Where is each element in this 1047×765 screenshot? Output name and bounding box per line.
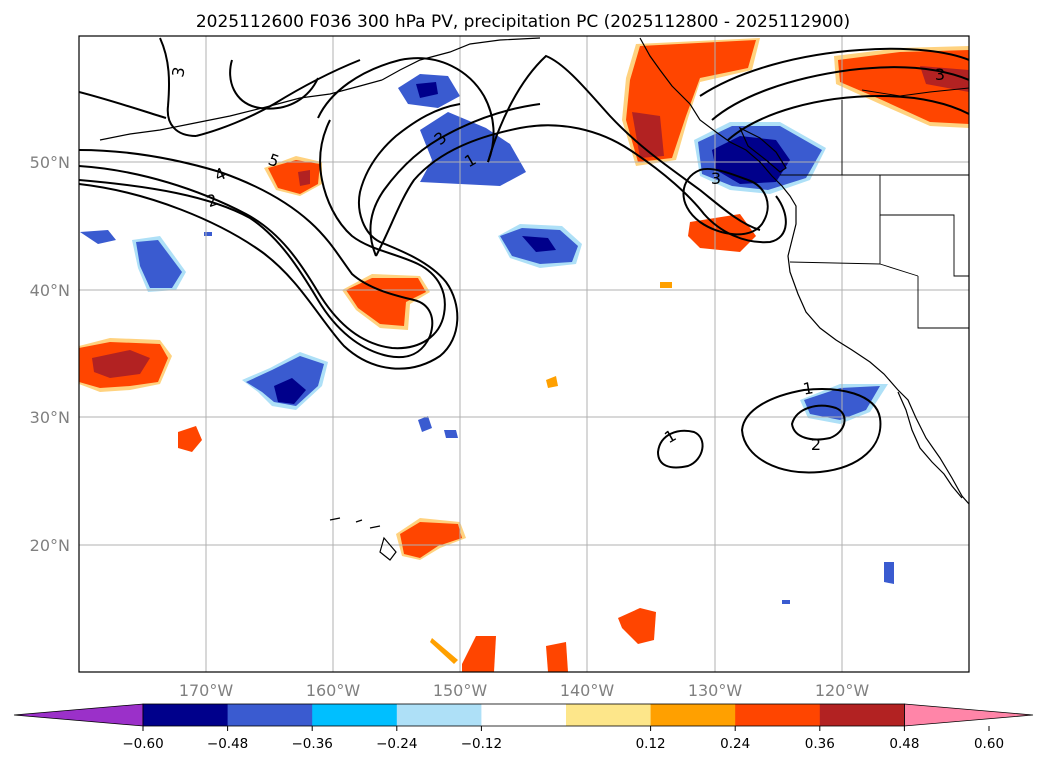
precip-positive-area (92, 350, 150, 378)
precip-negative-area (420, 112, 526, 186)
precip-positive-area (632, 112, 664, 158)
precip-negative-area (274, 378, 306, 404)
pv-contour (375, 124, 787, 257)
aleutians (99, 79, 383, 141)
precip-negative-area (712, 136, 790, 184)
pv-contour (229, 59, 319, 110)
precip-negative-area (416, 82, 438, 98)
figure-title: 2025112600 F036 300 hPa PV, precipitatio… (196, 12, 850, 32)
lat-label: 20°N (30, 536, 70, 555)
precip-positive-area (546, 376, 558, 388)
colorbar-bin (819, 704, 905, 726)
pv-contour (79, 149, 434, 359)
pv-contour (317, 57, 495, 163)
precip-positive-area (178, 426, 202, 452)
precip-negative-area (884, 562, 894, 584)
lon-label: 120°W (815, 681, 870, 700)
contour-label: 3 (711, 169, 721, 188)
colorbar-tick-label: −0.48 (207, 736, 248, 752)
lat-labels: 50°N 40°N 30°N 20°N (30, 153, 70, 555)
precip-positive-area (268, 160, 320, 194)
contour-label: 2 (811, 435, 821, 454)
pv-contour (79, 103, 461, 370)
pv-contour (790, 404, 846, 441)
map-panel: 3 4 5 2 3 1 3 1 2 1 3 (78, 35, 970, 673)
borders (780, 87, 969, 329)
precip-positive-area (430, 638, 458, 664)
colorbar-extend-max (904, 703, 1034, 727)
precip-negative-area (782, 600, 790, 604)
precip-positive-area (618, 608, 656, 644)
colorbar-bin (650, 704, 736, 726)
colorbar-tick-label: −0.36 (292, 736, 333, 752)
lon-label: 140°W (560, 681, 615, 700)
colorbar-bin (566, 704, 652, 726)
colorbar-tick-label: 0.12 (636, 736, 666, 752)
colorbar (13, 703, 1034, 727)
pv-contour (699, 47, 969, 97)
colorbar-bin (227, 704, 313, 726)
colorbar-ticks: −0.60 −0.48 −0.36 −0.24 −0.12 0.12 0.24 0.36 0.4… (122, 726, 1004, 752)
map-background (79, 36, 969, 672)
lat-label: 30°N (30, 408, 70, 427)
precip-positive-area (298, 170, 310, 186)
colorbar-tick-label: −0.12 (461, 736, 502, 752)
pv-contour (656, 429, 704, 469)
precip-positive-area (462, 636, 496, 672)
alaska-peninsula (381, 37, 541, 81)
hawaii (329, 517, 397, 561)
map-frame (78, 35, 970, 673)
precip-positive-area (546, 642, 568, 672)
pv-contour (682, 168, 769, 236)
precip-positive-area (660, 282, 672, 288)
precip-positive-area (400, 522, 462, 558)
colorbar-tick-label: −0.24 (376, 736, 417, 752)
colorbar-bin (312, 704, 398, 726)
colorbar-bin (735, 704, 821, 726)
precip-negative-area (80, 230, 116, 244)
pv-contour (369, 103, 541, 257)
lon-label: 170°W (179, 681, 234, 700)
precip-negative-area (522, 236, 556, 252)
contour-label: 3 (935, 65, 945, 84)
alaska-coast (639, 37, 969, 505)
colorbar-frame (142, 703, 905, 727)
lat-label: 50°N (30, 153, 70, 172)
precip-negative-area (418, 416, 432, 432)
colorbar-bin (143, 704, 229, 726)
pv-contour (79, 119, 446, 350)
baja-coast (897, 391, 963, 499)
lon-label: 160°W (306, 681, 361, 700)
colorbar-extend-min (13, 703, 144, 727)
precip-negative-area (246, 356, 324, 406)
coastlines (99, 37, 969, 561)
precip-positive-area (920, 66, 969, 92)
lon-label: 150°W (433, 681, 488, 700)
pv-contour (79, 91, 167, 119)
colorbar-tick-label: 0.36 (805, 736, 835, 752)
colorbar-bin (396, 704, 482, 726)
colorbar-tick-label: 0.60 (974, 736, 1004, 752)
lat-label: 40°N (30, 281, 70, 300)
colorbar-tick-label: 0.48 (889, 736, 919, 752)
pv-contour (159, 37, 197, 137)
colorbar-bin (481, 704, 567, 726)
lon-labels: 170°W 160°W 150°W 140°W 130°W 120°W (179, 681, 870, 700)
pv-contour (727, 94, 969, 141)
vancouver-island (738, 126, 787, 173)
precip-negative-area (444, 430, 458, 438)
precip-negative-area (204, 232, 212, 236)
contour-label: 1 (801, 378, 814, 398)
contour-label: 3 (168, 65, 188, 78)
pv-contour (195, 59, 361, 137)
lon-label: 130°W (688, 681, 743, 700)
pv-contour (487, 54, 761, 231)
precip-negative-area (136, 240, 182, 288)
pv-contour (711, 66, 969, 121)
colorbar-tick-label: 0.24 (720, 736, 750, 752)
pv-contours (79, 37, 969, 474)
colorbar-tick-label: −0.60 (122, 736, 163, 752)
pv-contour (740, 388, 882, 474)
